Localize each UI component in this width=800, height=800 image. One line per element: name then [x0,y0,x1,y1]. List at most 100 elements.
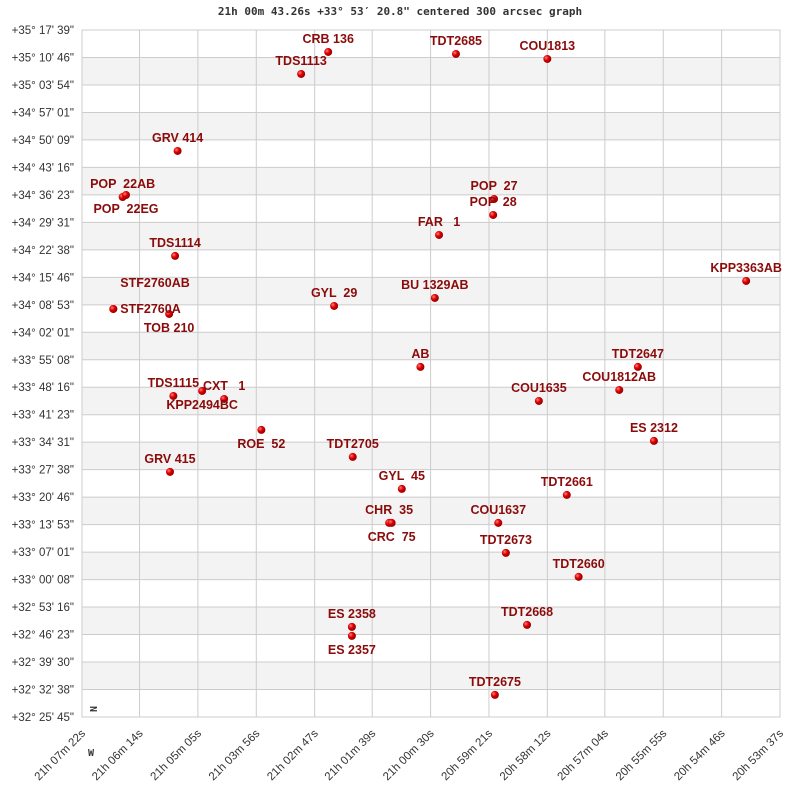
star-point[interactable] [198,386,207,395]
star-label: CRC 75 [368,530,416,544]
y-tick-label: +33° 00' 08" [12,575,74,587]
star-label: AB [411,347,429,361]
y-tick-label: +32° 25' 45" [12,712,74,724]
star-label: GYL 29 [311,286,357,300]
star-point[interactable] [633,362,642,371]
y-tick-label: +34° 50' 09" [12,135,74,147]
x-tick-label: 20h 59m 21s [440,727,496,783]
y-tick-label: +33° 55' 08" [12,355,74,367]
star-point[interactable] [742,276,751,285]
star-point[interactable] [490,194,499,203]
star-point[interactable] [435,230,444,239]
star-point[interactable] [324,47,333,56]
y-tick-label: +34° 29' 31" [12,217,74,229]
star-point[interactable] [523,620,532,629]
star-point[interactable] [489,210,498,219]
star-label: TDT2675 [469,675,521,689]
y-tick-label: +33° 41' 23" [12,410,74,422]
star-label: TOB 210 [144,321,195,335]
star-point[interactable] [562,490,571,499]
star-point[interactable] [165,309,174,318]
y-tick-label: +33° 13' 53" [12,520,74,532]
star-label: COU1637 [470,503,526,517]
star-label: ES 2358 [328,607,376,621]
star-label: GYL 45 [379,469,425,483]
y-tick-label: +35° 10' 46" [12,53,74,65]
star-label: COU1813 [520,39,576,53]
star-point[interactable] [490,690,499,699]
y-tick-label: +34° 43' 16" [12,162,74,174]
star-label: CRB 136 [302,32,353,46]
y-tick-label: +32° 32' 38" [12,684,74,696]
star-label: TDS1115 [148,376,199,390]
compass-north-label: N [89,706,100,712]
star-label: COU1635 [511,381,567,395]
star-point[interactable] [348,452,357,461]
star-label: TDT2668 [501,605,553,619]
compass-west-label: W [88,748,95,759]
star-point[interactable] [220,394,229,403]
star-label: TDT2705 [327,437,379,451]
star-label: COU1812AB [582,370,656,384]
y-tick-label: +32° 39' 30" [12,657,74,669]
y-tick-label: +34° 36' 23" [12,190,74,202]
star-point[interactable] [534,396,543,405]
y-tick-label: +33° 20' 46" [12,492,74,504]
y-tick-label: +34° 02' 01" [12,327,74,339]
y-tick-label: +33° 07' 01" [12,547,74,559]
star-point[interactable] [501,548,510,557]
y-tick-label: +33° 48' 16" [12,382,74,394]
star-point[interactable] [347,631,356,640]
x-tick-label: 20h 55m 55s [614,727,670,783]
y-tick-label: +33° 27' 38" [12,465,74,477]
star-point[interactable] [171,251,180,260]
star-label: STF2760AB [120,276,189,290]
x-tick-label: 20h 57m 04s [555,727,611,783]
star-point[interactable] [173,146,182,155]
y-tick-label: +34° 22' 38" [12,245,74,257]
y-tick-label: +32° 53' 16" [12,602,74,614]
star-label: ES 2357 [328,643,376,657]
chart-title: 21h 00m 43.26s +33° 53′ 20.8" centered 3… [217,5,583,18]
star-point[interactable] [494,518,503,527]
y-tick-label: +33° 34' 31" [12,437,74,449]
star-point[interactable] [649,436,658,445]
star-point[interactable] [397,484,406,493]
x-tick-label: 21h 06m 14s [90,727,146,783]
star-label: POP 22EG [93,202,158,216]
star-point[interactable] [574,572,583,581]
star-point[interactable] [169,391,178,400]
star-point[interactable] [451,49,460,58]
star-point[interactable] [543,54,552,63]
x-tick-label: 21h 01m 39s [323,727,379,783]
x-tick-label: 21h 00m 30s [381,727,437,783]
star-label: GRV 414 [152,131,203,145]
plot-border [81,29,781,718]
star-label: KPP2494BC [166,398,238,412]
star-point[interactable] [416,362,425,371]
star-point[interactable] [615,385,624,394]
star-label: TDS1113 [275,54,326,68]
star-point[interactable] [347,622,356,631]
y-tick-label: +35° 03' 54" [12,80,74,92]
star-point[interactable] [165,467,174,476]
star-point[interactable] [121,190,130,199]
star-point[interactable] [257,425,266,434]
star-label: POP 22AB [90,177,155,191]
star-point[interactable] [297,69,306,78]
star-label: STF2760A [120,302,180,316]
star-label: CXT 1 [203,379,245,393]
star-point[interactable] [430,293,439,302]
y-tick-label: +34° 57' 01" [12,107,74,119]
star-label: BU 1329AB [401,278,468,292]
star-point[interactable] [387,518,396,527]
y-tick-label: +35° 17' 39" [12,25,74,37]
y-tick-label: +34° 08' 53" [12,300,74,312]
star-point[interactable] [109,304,118,313]
star-label: GRV 415 [144,452,195,466]
star-point[interactable] [330,301,339,310]
star-label: ROE 52 [237,437,285,451]
star-label: CHR 35 [365,503,413,517]
star-label: TDT2685 [430,34,482,48]
star-label: TDT2673 [480,533,532,547]
